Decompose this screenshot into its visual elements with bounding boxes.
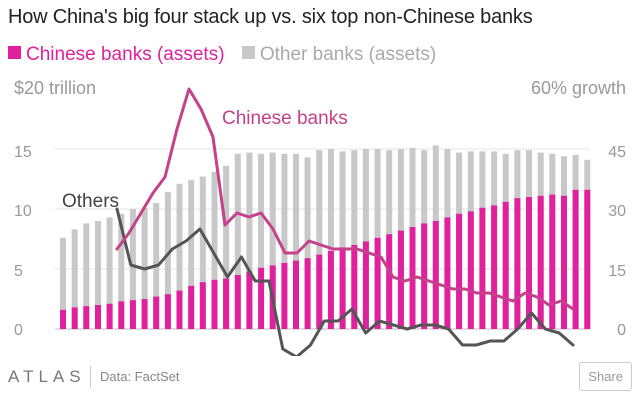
- annotation-chinese-banks: Chinese banks: [222, 108, 348, 129]
- left-axis-label: $20 trillion: [14, 78, 96, 98]
- bar-chinese-banks: [456, 213, 463, 329]
- bar-chinese-banks: [118, 301, 125, 329]
- bar-chinese-banks: [188, 285, 195, 329]
- bar-other-banks: [129, 209, 136, 329]
- bar-other-banks: [199, 176, 206, 329]
- bar-other-banks: [339, 151, 346, 329]
- bar-chinese-banks: [432, 221, 439, 329]
- atlas-logo: ATLAS: [8, 367, 86, 386]
- bar-other-banks: [60, 237, 66, 329]
- legend-swatch-chinese: [8, 46, 21, 59]
- bar-other-banks: [269, 152, 276, 329]
- bar-chinese-banks: [199, 282, 206, 329]
- bar-chinese-banks: [316, 254, 323, 329]
- bar-other-banks: [362, 149, 369, 329]
- left-tick-0: 0: [14, 322, 23, 339]
- bar-other-banks: [246, 152, 253, 329]
- legend-item-other: Other banks (assets): [241, 44, 437, 65]
- right-axis-label: 60% growth: [531, 78, 626, 98]
- line-others-growth: [115, 207, 575, 356]
- bar-chinese-banks: [83, 306, 90, 329]
- bar-chinese-banks: [561, 195, 567, 329]
- bar-other-banks: [164, 192, 171, 329]
- bar-chinese-banks: [537, 195, 544, 329]
- bar-other-banks: [95, 221, 101, 329]
- left-tick-10: 10: [14, 203, 32, 220]
- legend-swatch-other: [241, 46, 255, 59]
- footer-divider: [90, 366, 91, 388]
- line-chinese-banks-growth: [115, 87, 575, 311]
- bar-other-banks: [316, 150, 323, 329]
- bar-chinese-banks: [467, 211, 474, 329]
- bar-chinese-banks: [164, 294, 171, 329]
- bar-other-banks: [351, 150, 358, 329]
- bar-chinese-banks: [71, 307, 78, 329]
- bar-other-banks: [118, 213, 125, 329]
- chart-plot: $20 trillion 60% growth 15 10 5 0 45 30 …: [14, 78, 626, 356]
- bar-other-banks: [234, 153, 241, 329]
- bar-chinese-banks: [223, 278, 230, 329]
- bar-chinese-banks: [526, 197, 532, 329]
- bar-chinese-banks: [386, 234, 393, 329]
- left-tick-5: 5: [14, 263, 23, 280]
- bar-chinese-banks: [327, 251, 334, 329]
- bar-chinese-banks: [258, 267, 265, 329]
- bar-chinese-banks: [141, 299, 148, 329]
- legend-item-chinese: Chinese banks (assets): [8, 44, 230, 65]
- bar-other-banks: [293, 153, 299, 329]
- bar-chinese-banks: [351, 245, 358, 329]
- bar-chinese-banks: [514, 198, 521, 329]
- bar-chinese-banks: [60, 309, 66, 329]
- bar-other-banks: [176, 183, 183, 329]
- bar-other-banks: [327, 149, 334, 329]
- legend-label-chinese: Chinese banks (assets): [26, 44, 225, 65]
- right-tick-30: 30: [608, 203, 626, 220]
- chart-title: How China's big four stack up vs. six to…: [8, 6, 533, 28]
- share-button[interactable]: Share: [579, 362, 632, 391]
- bar-chinese-banks: [444, 217, 451, 329]
- bar-chinese-banks: [304, 258, 311, 329]
- bar-other-banks: [83, 223, 90, 329]
- right-tick-15: 15: [608, 263, 626, 280]
- bar-chinese-banks: [153, 296, 160, 329]
- source-note: Data: FactSet: [100, 369, 180, 384]
- bar-chinese-banks: [572, 189, 579, 329]
- bar-chinese-banks: [106, 303, 113, 329]
- bar-chinese-banks: [211, 279, 218, 329]
- bar-chinese-banks: [491, 205, 498, 329]
- bar-chinese-banks: [549, 194, 556, 329]
- right-tick-45: 45: [608, 144, 626, 161]
- legend-label-other: Other banks (assets): [259, 44, 437, 65]
- right-tick-0: 0: [617, 322, 626, 339]
- bar-other-banks: [188, 180, 195, 329]
- footer: ATLAS Data: FactSet Share: [0, 356, 640, 412]
- bar-other-banks: [106, 217, 113, 329]
- bar-chinese-banks: [479, 207, 486, 329]
- bar-chinese-banks: [95, 305, 101, 329]
- bar-chinese-banks: [129, 300, 136, 329]
- bar-other-banks: [223, 165, 230, 329]
- bar-other-banks: [281, 153, 288, 329]
- bar-chinese-banks: [246, 271, 253, 329]
- bar-chinese-banks: [176, 290, 183, 329]
- bar-chinese-banks: [502, 201, 509, 329]
- left-tick-15: 15: [14, 144, 32, 161]
- bar-chinese-banks: [234, 275, 241, 329]
- bar-chinese-banks: [374, 237, 381, 329]
- bar-other-banks: [211, 171, 218, 329]
- bar-other-banks: [258, 153, 265, 329]
- bar-chinese-banks: [293, 260, 299, 329]
- annotation-others: Others: [62, 191, 119, 212]
- bar-chinese-banks: [584, 189, 591, 329]
- bar-chinese-banks: [281, 263, 288, 329]
- bar-chinese-banks: [421, 223, 428, 329]
- bar-chinese-banks: [339, 247, 346, 329]
- bar-other-banks: [71, 229, 78, 329]
- legend: Chinese banks (assets) Other banks (asse…: [8, 44, 448, 66]
- bar-chinese-banks: [362, 241, 369, 329]
